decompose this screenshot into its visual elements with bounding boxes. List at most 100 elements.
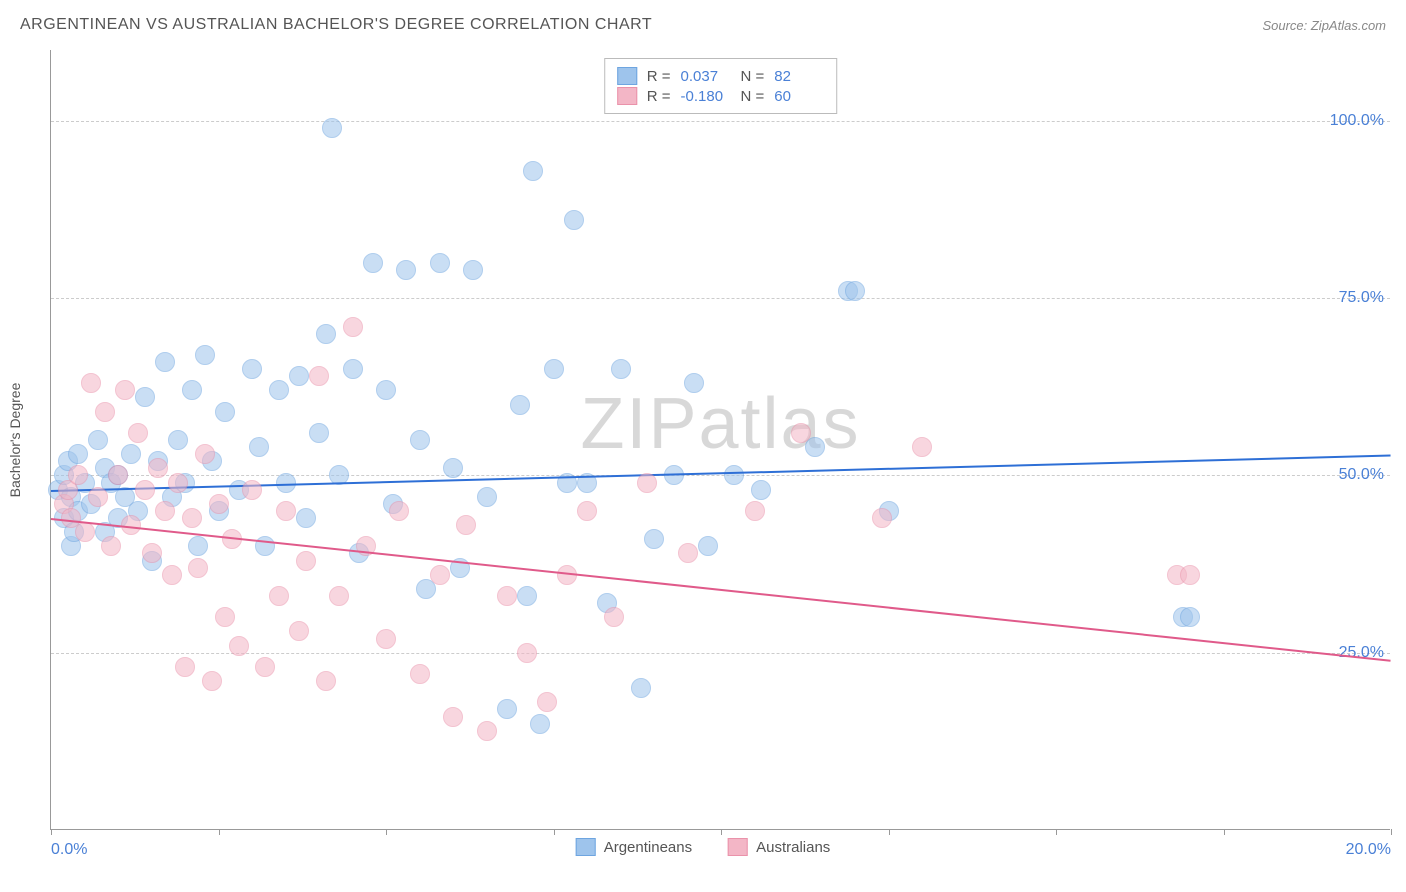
scatter-point-argentineans <box>322 118 342 138</box>
scatter-point-australians <box>168 473 188 493</box>
scatter-point-argentineans <box>477 487 497 507</box>
stat-n-value: 60 <box>774 88 824 105</box>
scatter-point-argentineans <box>376 380 396 400</box>
scatter-point-argentineans <box>611 359 631 379</box>
scatter-point-australians <box>175 657 195 677</box>
legend-label: Argentineans <box>604 839 692 856</box>
scatter-point-australians <box>202 671 222 691</box>
scatter-point-australians <box>95 402 115 422</box>
scatter-point-argentineans <box>698 536 718 556</box>
chart-title: ARGENTINEAN VS AUSTRALIAN BACHELOR'S DEG… <box>20 16 652 34</box>
scatter-point-argentineans <box>88 430 108 450</box>
x-tick <box>889 829 890 835</box>
scatter-point-argentineans <box>644 529 664 549</box>
scatter-point-argentineans <box>316 324 336 344</box>
scatter-point-australians <box>456 515 476 535</box>
gridline <box>51 121 1390 122</box>
scatter-point-australians <box>101 536 121 556</box>
scatter-point-australians <box>135 480 155 500</box>
scatter-point-argentineans <box>544 359 564 379</box>
stat-r-value: -0.180 <box>681 88 731 105</box>
scatter-point-australians <box>912 437 932 457</box>
scatter-point-argentineans <box>343 359 363 379</box>
scatter-point-argentineans <box>269 380 289 400</box>
gridline <box>51 475 1390 476</box>
x-tick <box>51 829 52 835</box>
scatter-point-australians <box>316 671 336 691</box>
scatter-point-argentineans <box>430 253 450 273</box>
scatter-point-argentineans <box>182 380 202 400</box>
scatter-point-argentineans <box>684 373 704 393</box>
stat-r-label: R = <box>647 88 671 105</box>
gridline <box>51 653 1390 654</box>
stat-n-label: N = <box>741 88 765 105</box>
scatter-point-argentineans <box>296 508 316 528</box>
scatter-point-argentineans <box>724 465 744 485</box>
stat-n-label: N = <box>741 68 765 85</box>
scatter-point-australians <box>229 636 249 656</box>
scatter-point-australians <box>791 423 811 443</box>
y-tick-label: 100.0% <box>1330 112 1384 130</box>
scatter-point-argentineans <box>463 260 483 280</box>
x-tick-label: 20.0% <box>1346 841 1391 859</box>
scatter-point-argentineans <box>1180 607 1200 627</box>
scatter-point-argentineans <box>631 678 651 698</box>
scatter-point-australians <box>155 501 175 521</box>
scatter-point-argentineans <box>195 345 215 365</box>
scatter-point-argentineans <box>845 281 865 301</box>
scatter-point-argentineans <box>510 395 530 415</box>
scatter-point-argentineans <box>121 444 141 464</box>
x-tick <box>219 829 220 835</box>
series-legend: Argentineans Australians <box>576 838 831 856</box>
scatter-point-australians <box>255 657 275 677</box>
x-tick <box>1391 829 1392 835</box>
scatter-point-australians <box>389 501 409 521</box>
legend-swatch <box>728 838 748 856</box>
scatter-point-australians <box>343 317 363 337</box>
scatter-point-australians <box>604 607 624 627</box>
scatter-point-argentineans <box>215 402 235 422</box>
trend-line-australians <box>51 518 1391 662</box>
scatter-point-australians <box>329 586 349 606</box>
scatter-point-australians <box>81 373 101 393</box>
gridline <box>51 298 1390 299</box>
scatter-point-argentineans <box>249 437 269 457</box>
scatter-point-australians <box>443 707 463 727</box>
x-tick <box>721 829 722 835</box>
scatter-point-argentineans <box>751 480 771 500</box>
scatter-point-australians <box>209 494 229 514</box>
scatter-point-argentineans <box>68 444 88 464</box>
scatter-point-australians <box>376 629 396 649</box>
scatter-point-argentineans <box>517 586 537 606</box>
scatter-point-australians <box>410 664 430 684</box>
scatter-point-australians <box>745 501 765 521</box>
scatter-point-australians <box>68 465 88 485</box>
scatter-point-argentineans <box>289 366 309 386</box>
stat-legend-row: R =0.037N =82 <box>617 67 825 85</box>
chart-header: ARGENTINEAN VS AUSTRALIAN BACHELOR'S DEG… <box>20 16 1386 34</box>
scatter-point-argentineans <box>410 430 430 450</box>
scatter-point-australians <box>537 692 557 712</box>
legend-label: Australians <box>756 839 830 856</box>
scatter-point-australians <box>88 487 108 507</box>
scatter-point-australians <box>517 643 537 663</box>
scatter-plot: Bachelor's Degree ZIPatlas R =0.037N =82… <box>50 50 1390 830</box>
stat-n-value: 82 <box>774 68 824 85</box>
scatter-point-australians <box>128 423 148 443</box>
stat-legend-row: R = -0.180 N = 60 <box>617 87 825 105</box>
stat-r-label: R = <box>647 68 671 85</box>
scatter-point-argentineans <box>155 352 175 372</box>
scatter-point-australians <box>269 586 289 606</box>
scatter-point-australians <box>577 501 597 521</box>
scatter-point-australians <box>182 508 202 528</box>
x-tick-label: 0.0% <box>51 841 87 859</box>
y-tick-label: 75.0% <box>1339 289 1384 307</box>
x-tick <box>1056 829 1057 835</box>
scatter-point-australians <box>497 586 517 606</box>
scatter-point-australians <box>637 473 657 493</box>
x-tick <box>386 829 387 835</box>
scatter-point-australians <box>188 558 208 578</box>
scatter-point-argentineans <box>242 359 262 379</box>
scatter-point-australians <box>108 465 128 485</box>
y-axis-label: Bachelor's Degree <box>7 382 23 497</box>
